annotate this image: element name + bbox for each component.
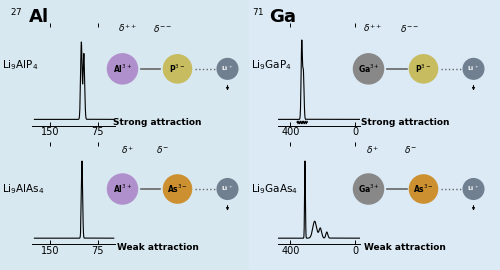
Text: Al$^{3+}$: Al$^{3+}$ xyxy=(113,183,132,195)
Circle shape xyxy=(164,55,192,83)
Text: P$^{3-}$: P$^{3-}$ xyxy=(416,63,432,75)
Text: Li$^+$: Li$^+$ xyxy=(222,65,234,73)
Text: $^{27}$: $^{27}$ xyxy=(10,8,22,21)
Text: As$^{3-}$: As$^{3-}$ xyxy=(167,183,188,195)
Text: Strong attraction: Strong attraction xyxy=(113,118,202,127)
Text: As$^{3-}$: As$^{3-}$ xyxy=(413,183,434,195)
Text: $\delta^{--}$: $\delta^{--}$ xyxy=(400,23,419,34)
Circle shape xyxy=(354,174,384,204)
Text: Li$^+$: Li$^+$ xyxy=(468,65,479,73)
Circle shape xyxy=(108,174,138,204)
Circle shape xyxy=(164,175,192,203)
Text: Al$^{3+}$: Al$^{3+}$ xyxy=(113,63,132,75)
Text: Li$_9$AlP$_4$: Li$_9$AlP$_4$ xyxy=(2,58,38,72)
Text: P$^{3-}$: P$^{3-}$ xyxy=(170,63,186,75)
Text: $\delta^{--}$: $\delta^{--}$ xyxy=(153,23,172,34)
Text: $\mathbf{Al}$: $\mathbf{Al}$ xyxy=(28,8,48,26)
Text: $\delta^{+}$: $\delta^{+}$ xyxy=(366,144,379,156)
Text: Weak attraction: Weak attraction xyxy=(116,242,198,252)
Circle shape xyxy=(354,54,384,84)
Circle shape xyxy=(463,179,484,199)
Circle shape xyxy=(463,59,484,79)
Text: Ga$^{3+}$: Ga$^{3+}$ xyxy=(358,63,380,75)
Text: $\delta^{+}$: $\delta^{+}$ xyxy=(121,144,134,156)
Circle shape xyxy=(217,59,238,79)
Text: Li$^+$: Li$^+$ xyxy=(468,185,479,193)
Text: Weak attraction: Weak attraction xyxy=(364,242,446,252)
Text: $\mathbf{Ga}$: $\mathbf{Ga}$ xyxy=(269,8,296,26)
Circle shape xyxy=(410,175,438,203)
Text: Ga$^{3+}$: Ga$^{3+}$ xyxy=(358,183,380,195)
Text: $\delta^{-}$: $\delta^{-}$ xyxy=(156,144,169,155)
Text: Li$_9$GaP$_4$: Li$_9$GaP$_4$ xyxy=(251,58,292,72)
Circle shape xyxy=(410,55,438,83)
Circle shape xyxy=(108,54,138,84)
Text: Li$_9$AlAs$_4$: Li$_9$AlAs$_4$ xyxy=(2,182,45,196)
Text: Li$^+$: Li$^+$ xyxy=(222,185,234,193)
Text: $\delta^{++}$: $\delta^{++}$ xyxy=(363,22,382,34)
Text: $\delta^{++}$: $\delta^{++}$ xyxy=(118,22,137,34)
Circle shape xyxy=(217,179,238,199)
Text: Li$_9$GaAs$_4$: Li$_9$GaAs$_4$ xyxy=(251,182,298,196)
Text: Strong attraction: Strong attraction xyxy=(361,118,449,127)
Text: $^{71}$: $^{71}$ xyxy=(252,8,265,21)
Text: $\delta^{-}$: $\delta^{-}$ xyxy=(404,144,416,155)
